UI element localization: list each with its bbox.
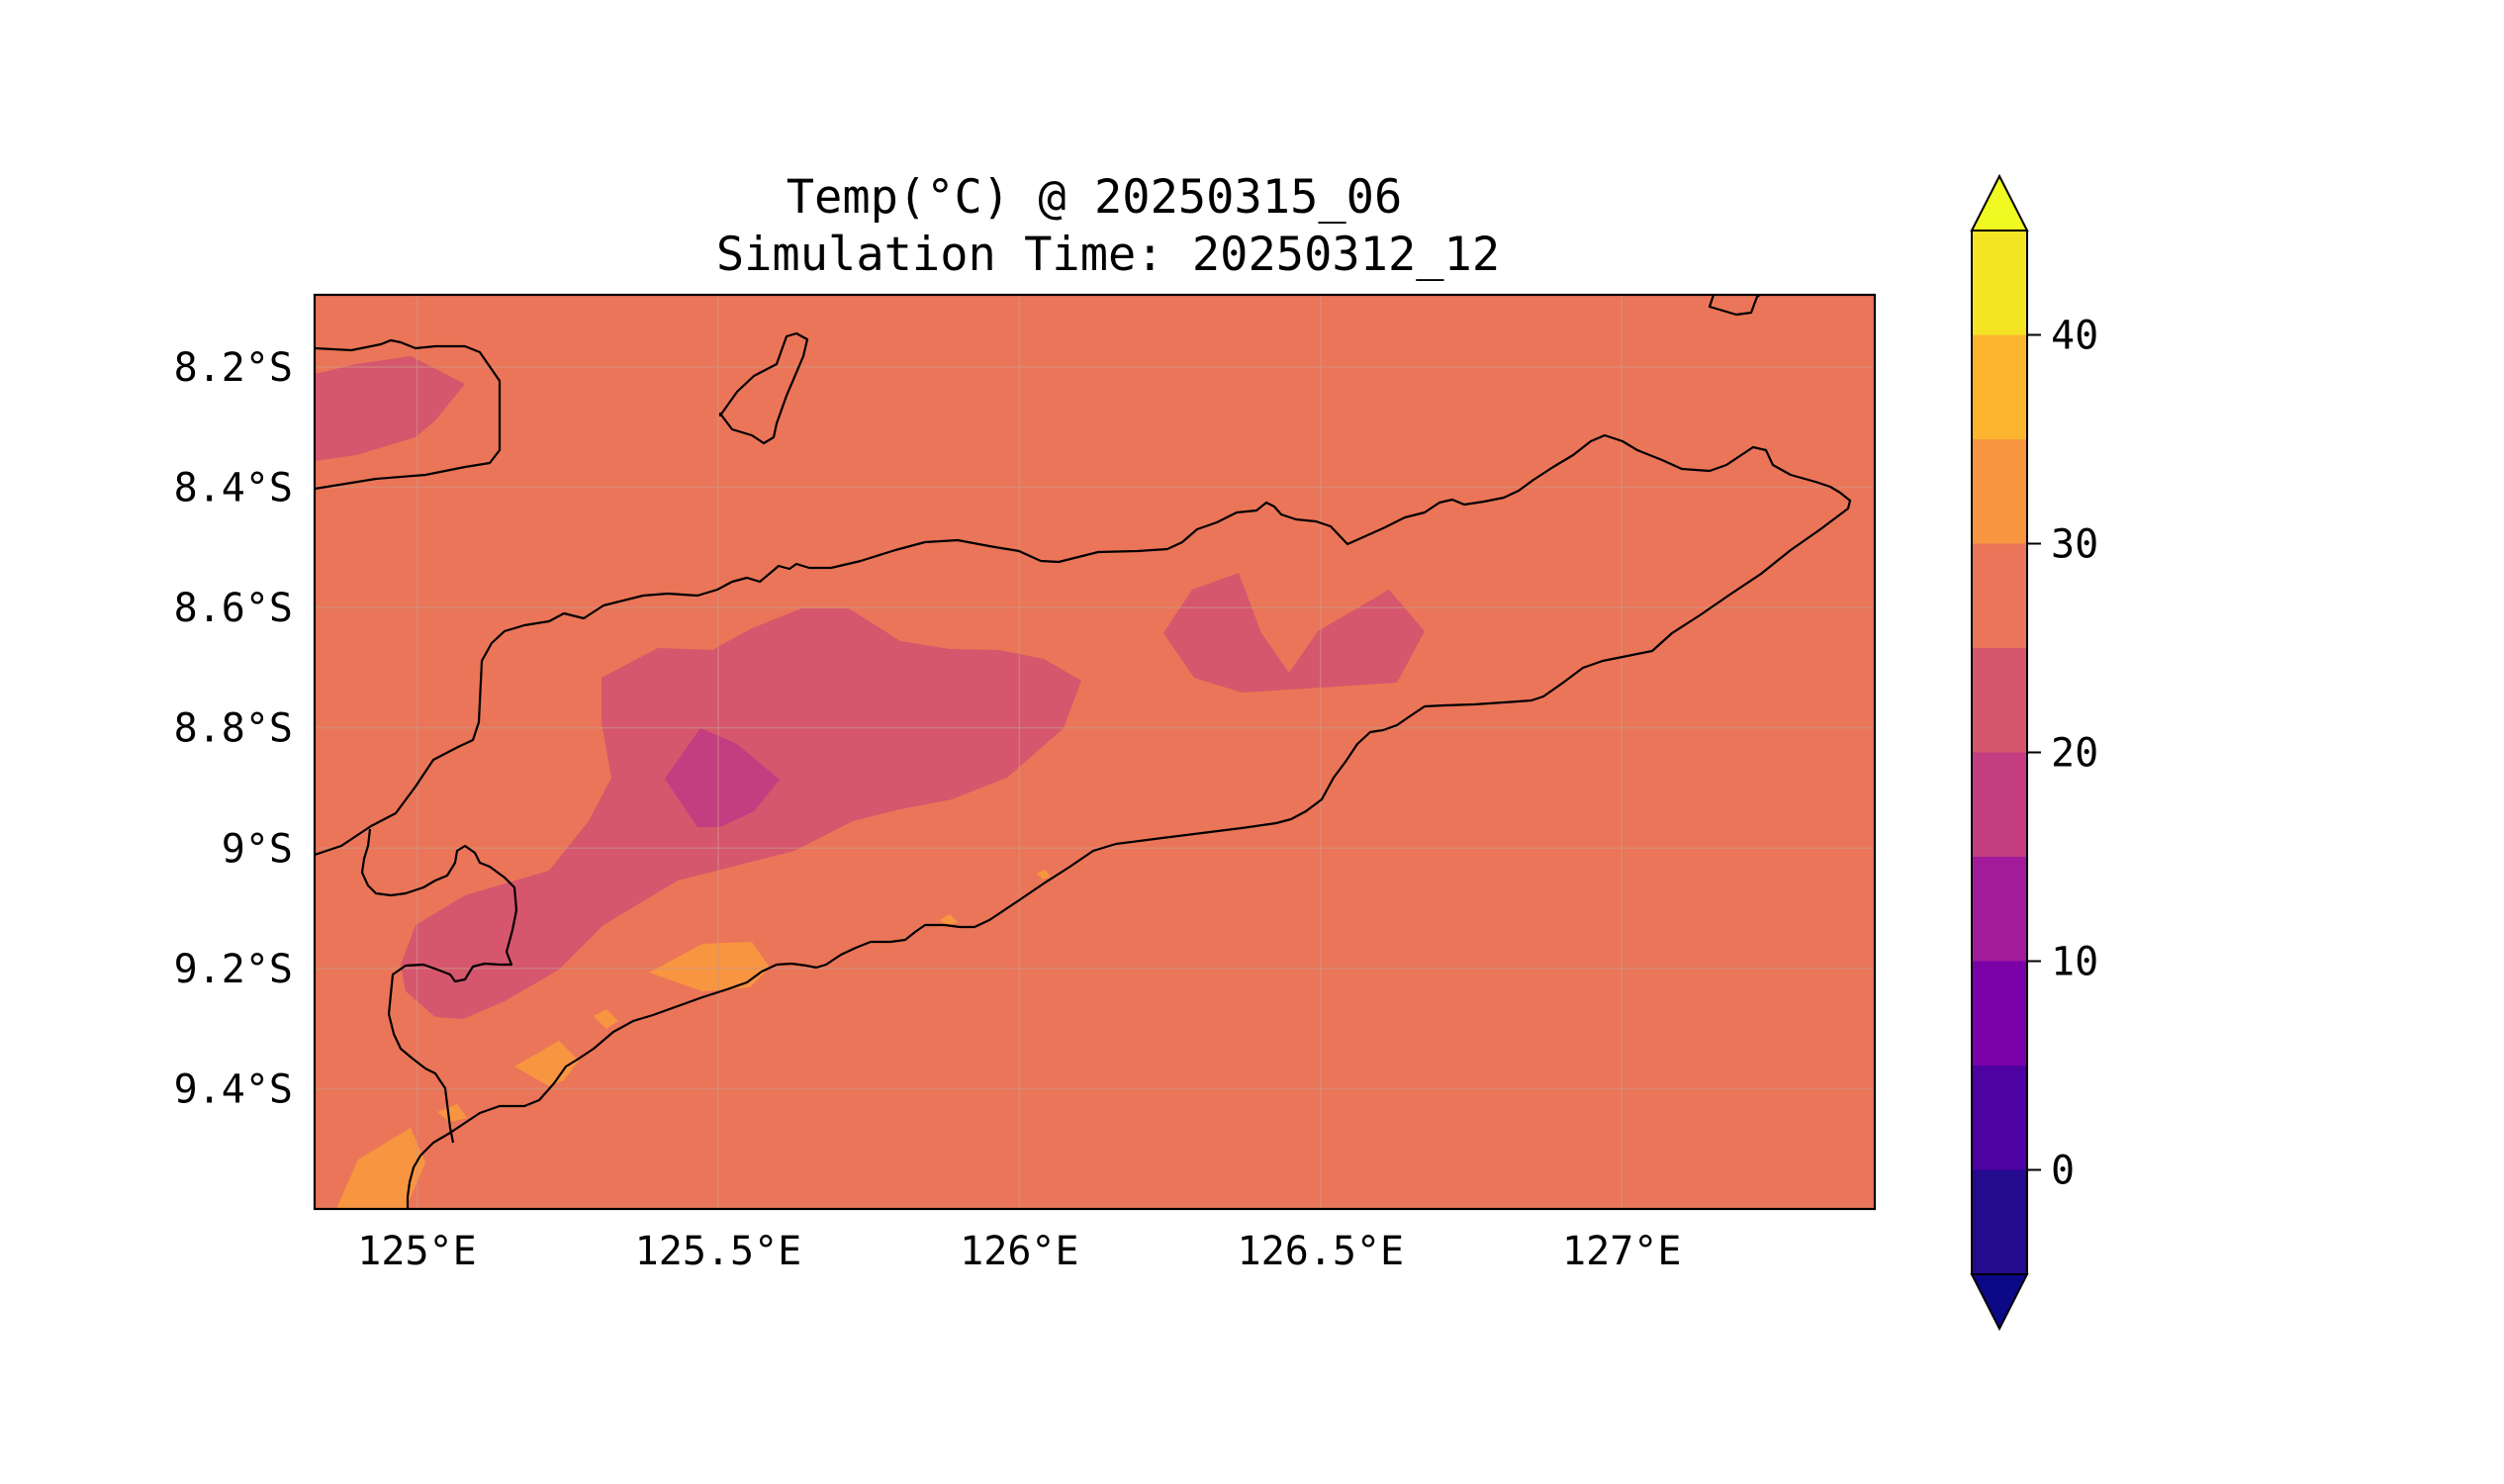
coastline-timor [315, 433, 1852, 1209]
map-frame [313, 293, 1877, 1211]
x-tick-label: 125.5°E [635, 1229, 802, 1274]
colorbar-segment [1972, 543, 2027, 648]
coastline-atauro [718, 331, 809, 445]
colorbar-segment [1972, 648, 2027, 753]
y-tick-label: 9.4°S [174, 1067, 293, 1112]
colorbar-under-triangle [1970, 1273, 2029, 1332]
x-tick-label: 125°E [357, 1229, 476, 1274]
contour-south-coast-30-35 [649, 942, 770, 991]
x-axis-ticks: 125°E 125.5°E 126°E 126.5°E 127°E [357, 1229, 1681, 1274]
colorbar-segment [1972, 231, 2027, 335]
colorbar-segment [1972, 1169, 2027, 1274]
colorbar-segment [1972, 752, 2027, 857]
y-tick-label: 9°S [222, 826, 293, 872]
temperature-contours [315, 356, 1425, 1209]
colorbar-tick-label: 40 [2051, 314, 2098, 359]
x-tick-label: 126.5°E [1238, 1229, 1405, 1274]
coastline-wetar [315, 338, 502, 491]
y-tick-label: 8.4°S [174, 466, 293, 511]
contour-speck-south-30-35 [940, 914, 958, 926]
colorbar-tick-label: 30 [2051, 522, 2098, 568]
contour-speck-30-35 [594, 1009, 618, 1029]
coastline-oecusse [360, 828, 518, 1144]
colorbar-segment [1972, 857, 2027, 962]
contour-central-timor-15-20 [665, 728, 780, 827]
y-tick-label: 8.8°S [174, 706, 293, 752]
contour-southwest-30-35 [336, 1128, 425, 1209]
y-tick-label: 9.2°S [174, 947, 293, 992]
x-tick-label: 126°E [960, 1229, 1078, 1274]
y-axis-ticks: 8.2°S 8.4°S 8.6°S 8.8°S 9°S 9.2°S 9.4°S [174, 345, 293, 1112]
map-subtitle: Simulation Time: 20250312_12 [716, 228, 1500, 282]
colorbar-over-triangle [1970, 173, 2029, 232]
contour-south-coast-small-30-35 [514, 1041, 579, 1086]
colorbar: 0 10 20 30 40 [1970, 173, 2098, 1332]
x-tick-label: 127°E [1562, 1229, 1681, 1274]
contour-east-20-25 [1163, 573, 1425, 693]
map-title: Temp(°C) @ 20250315_06 [787, 170, 1403, 225]
gridlines [315, 295, 1875, 1209]
y-tick-label: 8.2°S [174, 345, 293, 391]
colorbar-tick-label: 20 [2051, 731, 2098, 777]
contour-wetar-20-25 [315, 356, 465, 461]
colorbar-segment [1972, 961, 2027, 1066]
coastlines [315, 295, 1852, 1209]
colorbar-segment [1972, 334, 2027, 439]
y-tick-label: 8.6°S [174, 586, 293, 631]
colorbar-tick-label: 10 [2051, 940, 2098, 985]
colorbar-segment [1972, 1066, 2027, 1170]
coastline-northeast-islet [1708, 295, 1761, 317]
colorbar-segment [1972, 439, 2027, 544]
map-panel [315, 295, 1875, 1209]
contour-speck-30-35-b [437, 1104, 467, 1122]
colorbar-tick-label: 0 [2051, 1149, 2075, 1194]
contour-speck-south-30-35-b [1037, 870, 1051, 880]
